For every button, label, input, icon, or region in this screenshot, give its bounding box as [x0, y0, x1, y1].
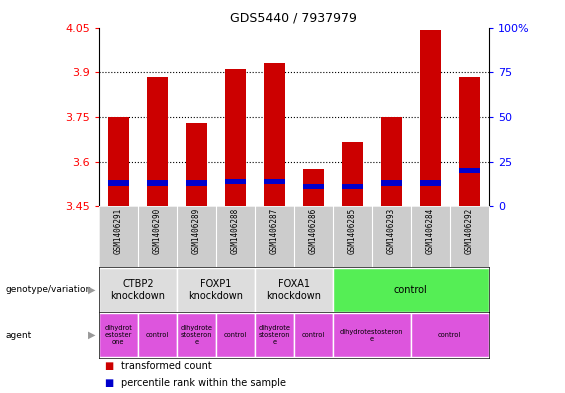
Bar — [264, 178, 285, 184]
Text: CTBP2
knockdown: CTBP2 knockdown — [110, 279, 166, 301]
Text: control: control — [146, 332, 169, 338]
Text: GSM1406292: GSM1406292 — [465, 208, 473, 254]
Text: ■: ■ — [105, 361, 114, 371]
Text: ▶: ▶ — [88, 285, 95, 295]
Bar — [411, 313, 489, 357]
Text: agent: agent — [6, 331, 32, 340]
Text: GSM1406286: GSM1406286 — [309, 208, 318, 254]
Text: control: control — [394, 285, 428, 295]
Bar — [108, 117, 129, 206]
Bar — [255, 313, 294, 357]
Bar — [333, 313, 411, 357]
Bar — [333, 268, 489, 312]
Text: GSM1406284: GSM1406284 — [426, 208, 434, 254]
Text: control: control — [224, 332, 247, 338]
Bar — [381, 117, 402, 206]
Bar — [138, 313, 177, 357]
Bar — [225, 178, 246, 184]
Bar — [303, 169, 324, 206]
Bar — [381, 180, 402, 186]
Title: GDS5440 / 7937979: GDS5440 / 7937979 — [231, 12, 357, 25]
Text: genotype/variation: genotype/variation — [6, 285, 92, 294]
Text: GSM1406288: GSM1406288 — [231, 208, 240, 254]
Text: transformed count: transformed count — [121, 361, 212, 371]
Text: GSM1406293: GSM1406293 — [387, 208, 396, 254]
Bar — [147, 77, 168, 206]
Text: GSM1406289: GSM1406289 — [192, 208, 201, 254]
Bar — [216, 313, 255, 357]
Bar — [342, 184, 363, 189]
Text: control: control — [438, 332, 462, 338]
Bar — [420, 31, 441, 206]
Bar — [342, 142, 363, 206]
Bar — [264, 63, 285, 206]
Text: ■: ■ — [105, 378, 114, 388]
Bar — [177, 313, 216, 357]
Text: dihydrot
estoster
one: dihydrot estoster one — [105, 325, 132, 345]
Bar — [225, 69, 246, 206]
Text: FOXP1
knockdown: FOXP1 knockdown — [188, 279, 244, 301]
Text: percentile rank within the sample: percentile rank within the sample — [121, 378, 286, 388]
Bar — [186, 123, 207, 206]
Bar — [294, 313, 333, 357]
Bar — [303, 184, 324, 189]
Text: GSM1406291: GSM1406291 — [114, 208, 123, 254]
Text: control: control — [302, 332, 325, 338]
Text: GSM1406287: GSM1406287 — [270, 208, 279, 254]
Text: dihydrote
stosteron
e: dihydrote stosteron e — [258, 325, 290, 345]
Text: ▶: ▶ — [88, 330, 95, 340]
Bar — [420, 180, 441, 186]
Bar — [186, 180, 207, 186]
Bar — [99, 268, 177, 312]
Bar — [108, 180, 129, 186]
Text: GSM1406290: GSM1406290 — [153, 208, 162, 254]
Text: dihydrote
stosteron
e: dihydrote stosteron e — [180, 325, 212, 345]
Bar — [459, 77, 480, 206]
Text: dihydrotestosteron
e: dihydrotestosteron e — [340, 329, 403, 342]
Text: FOXA1
knockdown: FOXA1 knockdown — [266, 279, 321, 301]
Bar — [255, 268, 333, 312]
Bar — [459, 168, 480, 173]
Bar — [99, 313, 138, 357]
Bar — [177, 268, 255, 312]
Bar — [147, 180, 168, 186]
Text: GSM1406285: GSM1406285 — [348, 208, 357, 254]
